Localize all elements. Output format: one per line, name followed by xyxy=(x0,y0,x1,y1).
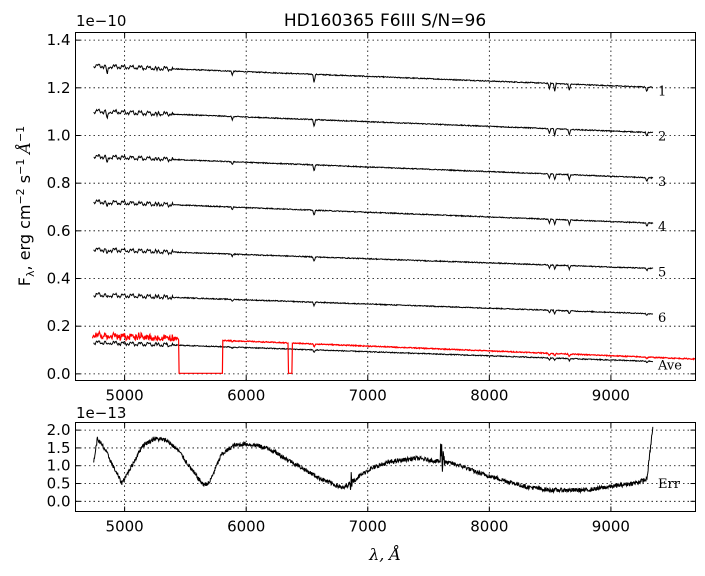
series-line-5 xyxy=(93,247,654,272)
ylabel-exp1: −2 xyxy=(14,188,27,204)
ylabel-sub: λ xyxy=(24,270,37,277)
top-y-tick-label: 1.0 xyxy=(47,126,71,144)
bot-y-tick-label: 1.5 xyxy=(47,439,71,457)
top-y-tick-label: 0.6 xyxy=(47,222,71,240)
top-x-tick-label: 7000 xyxy=(349,387,387,405)
bottom-series-group xyxy=(93,426,654,495)
ylabel-a: Å xyxy=(14,142,34,159)
bot-x-tick-label: 8000 xyxy=(470,518,508,536)
top-y-tick-label: 1.4 xyxy=(47,31,71,49)
error-panel: 1e−13 5000 6000 7000 8000 9000 0.00.51.01.52… xyxy=(47,404,696,564)
top-series-labels: 1 2 3 4 5 6 Ave xyxy=(657,84,682,373)
bot-y-tick-label: 2.0 xyxy=(47,421,71,439)
top-y-tick-label: 0.0 xyxy=(47,365,71,383)
top-x-tick-label: 9000 xyxy=(592,387,630,405)
bot-y-tick-label: 0.0 xyxy=(47,492,71,510)
top-y-ticks: 0.0 0.2 0.4 0.6 0.8 1.0 1.2 1.4 xyxy=(47,31,696,383)
top-x-tick-label: 8000 xyxy=(470,387,508,405)
top-y-tick-label: 0.4 xyxy=(47,270,71,288)
top-y-tick-label: 0.2 xyxy=(47,317,71,335)
series-label-Ave: Ave xyxy=(657,358,682,373)
series-line-2 xyxy=(93,108,654,138)
bot-x-tick-label: 7000 xyxy=(349,518,387,536)
flux-panel: HD160365 F6III S/N=96 1e−10 5000 6000 7000… xyxy=(14,11,696,405)
ylabel-s: s xyxy=(15,175,34,188)
x-axis-label: λ, Å xyxy=(368,544,401,564)
top-y-axis-label: Fλ, erg cm−2 s−1 Å−1 xyxy=(14,126,37,286)
series-label-err: Err xyxy=(658,477,681,492)
bot-y-tick-label: 1.0 xyxy=(47,457,71,475)
series-label-5: 5 xyxy=(658,265,666,280)
top-offset-label: 1e−10 xyxy=(76,12,126,30)
series-line-red-average xyxy=(91,329,696,374)
top-series-group xyxy=(91,63,696,374)
ylabel-rest: , erg cm xyxy=(15,205,34,271)
bot-x-tick-label: 6000 xyxy=(227,518,265,536)
top-y-tick-label: 0.8 xyxy=(47,174,71,192)
bottom-grid xyxy=(75,422,696,512)
bottom-plot-frame xyxy=(75,422,696,512)
bottom-offset-label: 1e−13 xyxy=(76,404,126,422)
bot-x-tick-label: 5000 xyxy=(106,518,144,536)
top-plot-frame xyxy=(75,32,696,381)
top-x-tick-label: 6000 xyxy=(227,387,265,405)
bottom-series-labels: Err xyxy=(658,477,681,492)
top-x-ticks: 5000 6000 7000 8000 9000 xyxy=(106,32,630,405)
ylabel-exp2: −1 xyxy=(14,159,27,175)
series-label-6: 6 xyxy=(658,311,666,326)
top-x-tick-label: 5000 xyxy=(106,387,144,405)
series-line-3 xyxy=(93,154,654,182)
series-label-2: 2 xyxy=(658,130,666,145)
series-line-1 xyxy=(93,63,653,93)
top-y-tick-label: 1.2 xyxy=(47,79,71,97)
error-series-line xyxy=(93,426,654,495)
bottom-y-ticks: 0.00.51.01.52.0 xyxy=(47,421,696,510)
series-line-6 xyxy=(93,292,653,316)
series-label-1: 1 xyxy=(658,84,666,99)
series-label-3: 3 xyxy=(658,175,666,190)
chart-title: HD160365 F6III S/N=96 xyxy=(284,11,486,31)
series-line-4 xyxy=(93,199,654,227)
ylabel-exp3: −1 xyxy=(14,126,27,142)
series-label-4: 4 xyxy=(658,220,666,235)
bot-y-tick-label: 0.5 xyxy=(47,475,71,493)
bottom-x-ticks: 5000 6000 7000 8000 9000 xyxy=(106,422,630,536)
bot-x-tick-label: 9000 xyxy=(592,518,630,536)
series-line-Ave xyxy=(93,340,653,364)
ylabel-main: F xyxy=(15,277,34,286)
